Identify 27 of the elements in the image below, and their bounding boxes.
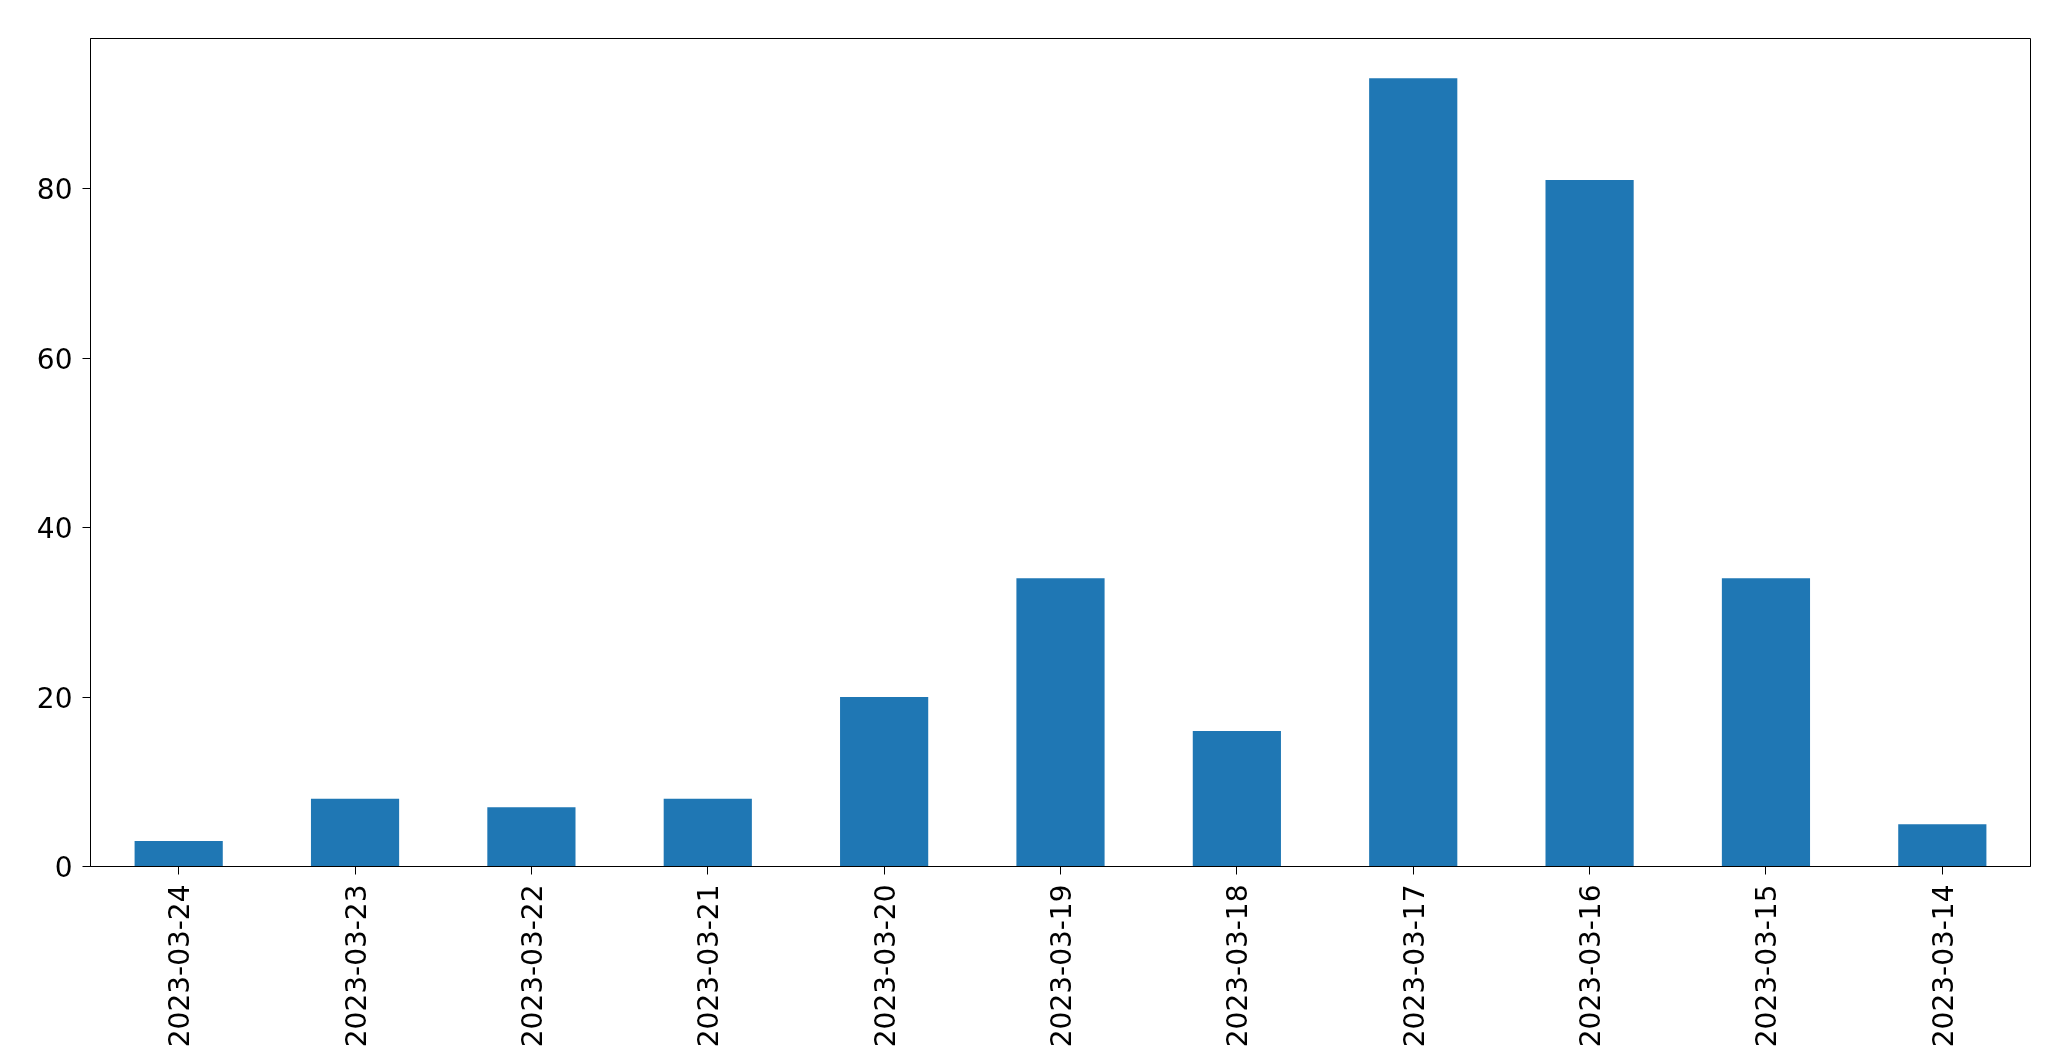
x-tick-label: 2023-03-19 [1045, 884, 1078, 1048]
bar [840, 697, 929, 867]
bar [1016, 578, 1105, 867]
bar [310, 798, 400, 867]
bar [1545, 180, 1634, 867]
y-tick-label: 40 [36, 512, 73, 545]
bar [663, 798, 752, 867]
y-tick-label: 20 [36, 681, 73, 715]
y-tick-label: 80 [36, 173, 73, 207]
x-tick-label: 2023-03-18 [1221, 884, 1255, 1048]
bar [1721, 578, 1811, 867]
x-tick-label: 2023-03-15 [1750, 884, 1784, 1048]
bar [1898, 824, 1987, 867]
bar [134, 841, 223, 867]
x-tick-label: 2023-03-24 [163, 884, 197, 1048]
x-tick-label: 2023-03-21 [692, 884, 726, 1048]
x-tick-label: 2023-03-17 [1397, 884, 1431, 1048]
x-tick-label: 2023-03-20 [868, 884, 902, 1048]
bar [1369, 78, 1458, 867]
x-tick-label: 2023-03-22 [515, 884, 549, 1048]
x-tick-label: 2023-03-23 [339, 884, 373, 1048]
y-tick-label: 0 [54, 851, 73, 884]
x-tick-label: 2023-03-16 [1574, 884, 1608, 1048]
bar [487, 807, 576, 867]
bar [1192, 730, 1281, 867]
x-tick-label: 2023-03-14 [1926, 884, 1960, 1048]
y-tick-label: 60 [36, 342, 73, 376]
